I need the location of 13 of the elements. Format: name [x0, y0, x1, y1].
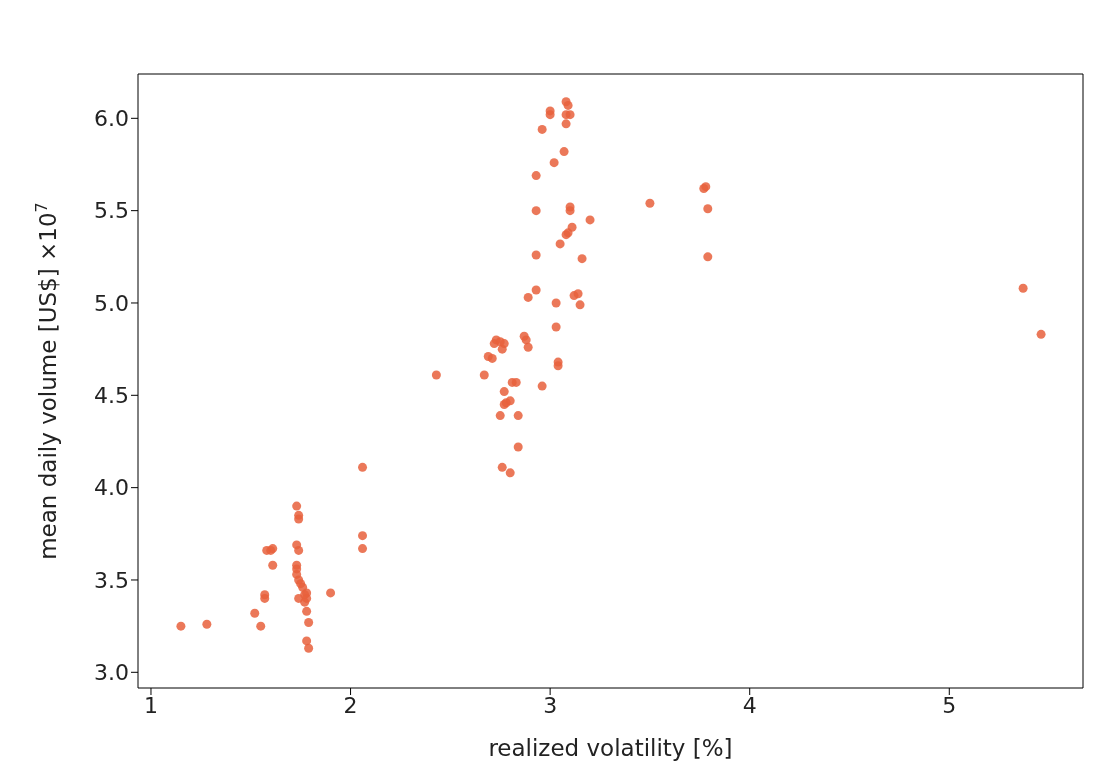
x-tick-label: 2	[343, 692, 358, 718]
y-tick-label: 6.0	[94, 106, 129, 132]
y-tick-label: 3.0	[94, 660, 129, 686]
y-tick-label: 4.5	[94, 383, 129, 409]
x-tick-label: 1	[143, 692, 158, 718]
x-tick-label: 3	[543, 692, 558, 718]
y-tick-label: 5.5	[94, 198, 129, 224]
x-axis-title: realized volatility [%]	[488, 735, 733, 761]
x-tick-label: 4	[742, 692, 757, 718]
y-tick-label: 4.0	[94, 475, 129, 501]
y-tick-label: 5.0	[94, 290, 129, 316]
x-tick-label: 5	[942, 692, 957, 718]
y-tick-label: 3.5	[94, 567, 129, 593]
